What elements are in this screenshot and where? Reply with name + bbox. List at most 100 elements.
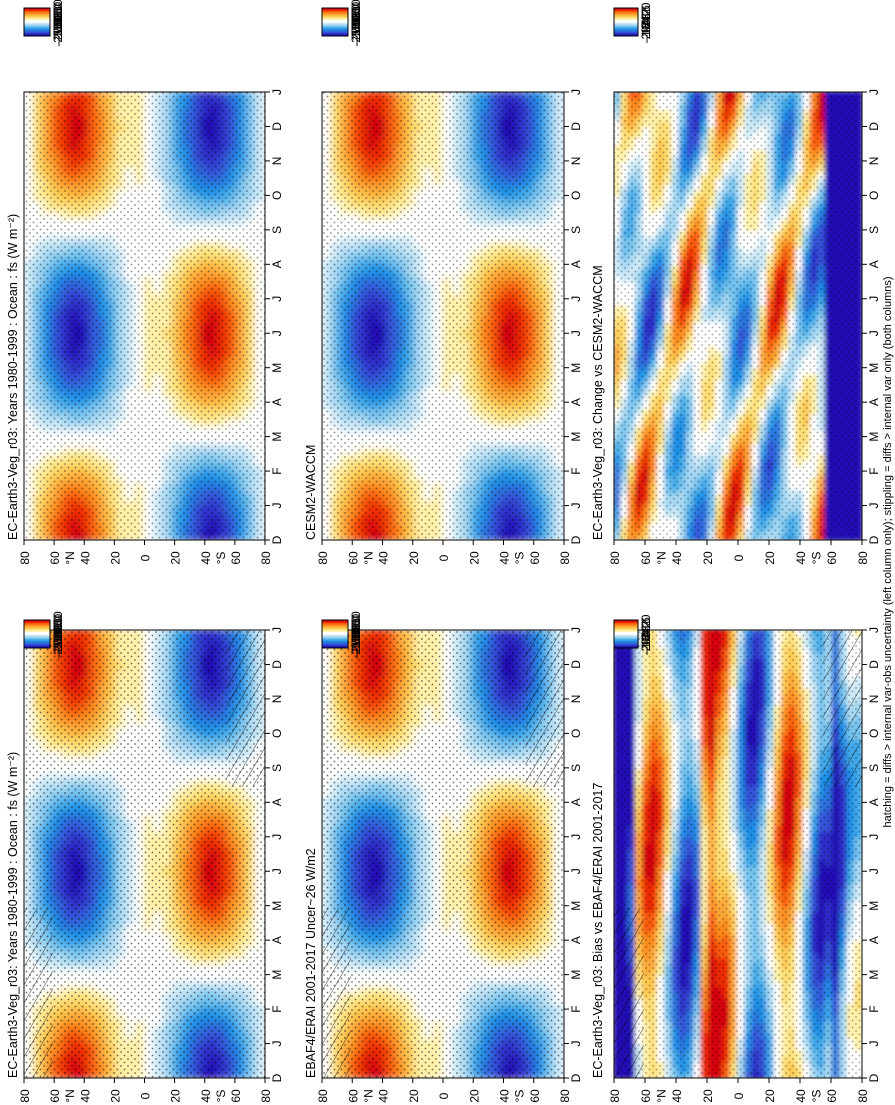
colorbar-segment bbox=[322, 621, 348, 624]
colorbar-segment bbox=[24, 622, 50, 625]
month-tick-label: D bbox=[569, 660, 583, 669]
month-tick-label: F bbox=[569, 1005, 583, 1012]
lat-label-north: °N bbox=[63, 1089, 77, 1102]
colorbar-tick-label: -50 bbox=[51, 628, 65, 646]
colorbar-segment bbox=[322, 643, 348, 646]
lat-tick-label: 20 bbox=[407, 1089, 421, 1103]
colorbar-segment bbox=[24, 628, 50, 631]
lat-label-north: °N bbox=[361, 1089, 375, 1102]
colorbar-segment bbox=[322, 634, 348, 637]
month-tick-label: A bbox=[569, 798, 583, 806]
colorbar-segment bbox=[24, 625, 50, 628]
colorbar-segment bbox=[322, 630, 348, 633]
colorbar-segment bbox=[322, 636, 348, 639]
month-tick-label: J bbox=[569, 834, 583, 840]
lat-tick-label: 40 bbox=[199, 1089, 213, 1103]
colorbar-segment bbox=[24, 621, 50, 624]
month-tick-label: O bbox=[270, 729, 284, 738]
month-tick-label: M bbox=[569, 970, 583, 980]
month-tick-label: M bbox=[270, 901, 284, 911]
lat-tick-label: 80 bbox=[316, 1089, 330, 1103]
colorbar-tick-label: 200 bbox=[51, 613, 65, 633]
colorbar-segment bbox=[24, 620, 50, 622]
colorbar-tick-label: 150 bbox=[51, 616, 65, 636]
stippling bbox=[24, 630, 265, 1078]
month-tick-label: D bbox=[270, 1073, 284, 1082]
colorbar-tick-label: -50 bbox=[349, 628, 363, 646]
colorbar-segment bbox=[322, 645, 348, 648]
colorbar-segment bbox=[24, 624, 50, 627]
month-tick-label: M bbox=[569, 901, 583, 911]
month-tick-label: J bbox=[569, 868, 583, 874]
colorbar-segment bbox=[24, 633, 50, 636]
month-tick-label: A bbox=[569, 936, 583, 944]
colorbar-segment bbox=[24, 637, 50, 640]
colorbar-segment bbox=[322, 624, 348, 627]
lat-tick-label: 40 bbox=[498, 1089, 512, 1103]
colorbar-tick-label: 250 bbox=[51, 611, 65, 631]
month-tick-label: J bbox=[270, 868, 284, 874]
month-tick-label: J bbox=[270, 627, 284, 633]
colorbar-segment bbox=[24, 627, 50, 630]
lat-tick-label: 20 bbox=[467, 1089, 481, 1103]
colorbar-segment bbox=[322, 625, 348, 628]
month-tick-label: J bbox=[569, 1041, 583, 1047]
colorbar-segment bbox=[24, 631, 50, 634]
colorbar-segment bbox=[322, 633, 348, 636]
month-tick-label: O bbox=[569, 729, 583, 738]
colorbar-tick-label: -250 bbox=[51, 634, 65, 658]
colorbar-tick-label: 100 bbox=[51, 619, 65, 639]
colorbar-segment bbox=[322, 622, 348, 625]
colorbar-tick-label: 150 bbox=[349, 616, 363, 636]
colorbar-segment bbox=[24, 640, 50, 643]
colorbar-segment bbox=[24, 645, 50, 648]
month-tick-label: N bbox=[569, 695, 583, 704]
lat-tick-label: 40 bbox=[377, 1089, 391, 1103]
colorbar-frame bbox=[23, 619, 51, 649]
colorbar-frame bbox=[321, 619, 349, 649]
colorbar-segment bbox=[322, 639, 348, 642]
lat-tick-label: 40 bbox=[78, 1089, 92, 1103]
month-tick-label: A bbox=[270, 936, 284, 944]
hatching-south bbox=[525, 630, 564, 787]
colorbar-segment bbox=[322, 637, 348, 640]
stippling bbox=[322, 630, 564, 1078]
colorbar-segment bbox=[24, 630, 50, 633]
colorbar-tick-label: -150 bbox=[349, 629, 363, 653]
lat-tick-label: 60 bbox=[528, 1089, 542, 1103]
colorbar-tick-label: -200 bbox=[349, 632, 363, 656]
panel-title: EC-Earth3-Veg_r03: Years 1980-1999 : Oce… bbox=[6, 752, 20, 1078]
lat-tick-label: 60 bbox=[48, 1089, 62, 1103]
lat-label-south: °S bbox=[513, 1090, 527, 1103]
colorbar-tick-label: -100 bbox=[51, 627, 65, 651]
lat-tick-label: 60 bbox=[229, 1089, 243, 1103]
month-tick-label: J bbox=[270, 834, 284, 840]
month-tick-label: D bbox=[270, 660, 284, 669]
month-tick-label: J bbox=[569, 627, 583, 633]
month-tick-label: J bbox=[270, 1041, 284, 1047]
month-tick-label: N bbox=[270, 695, 284, 704]
colorbar-tick-label: 100 bbox=[349, 619, 363, 639]
colorbar-tick-label: 250 bbox=[349, 611, 363, 631]
panel-title: EBAF4/ERAI 2001-2017 Uncer~26 W/m2 bbox=[304, 848, 318, 1078]
colorbar-segment bbox=[322, 628, 348, 631]
colorbar-segment bbox=[322, 642, 348, 645]
colorbar-tick-label: 200 bbox=[349, 613, 363, 633]
lat-tick-label: 80 bbox=[18, 1089, 32, 1103]
hatching-south bbox=[226, 630, 265, 787]
lat-label-south: °S bbox=[214, 1090, 228, 1103]
hatching-north bbox=[24, 907, 53, 1078]
month-tick-label: S bbox=[270, 764, 284, 772]
colorbar-segment bbox=[322, 627, 348, 630]
colorbar-tick-label: -100 bbox=[349, 627, 363, 651]
colorbar-tick-label: -200 bbox=[51, 632, 65, 656]
hatching-north bbox=[322, 907, 352, 1078]
colorbar-segment bbox=[322, 640, 348, 643]
colorbar-tick-label: 0 bbox=[349, 630, 363, 637]
lat-tick-label: 0 bbox=[437, 1092, 451, 1099]
colorbar-tick-label: 50 bbox=[349, 624, 363, 638]
colorbar-segment bbox=[322, 620, 348, 622]
